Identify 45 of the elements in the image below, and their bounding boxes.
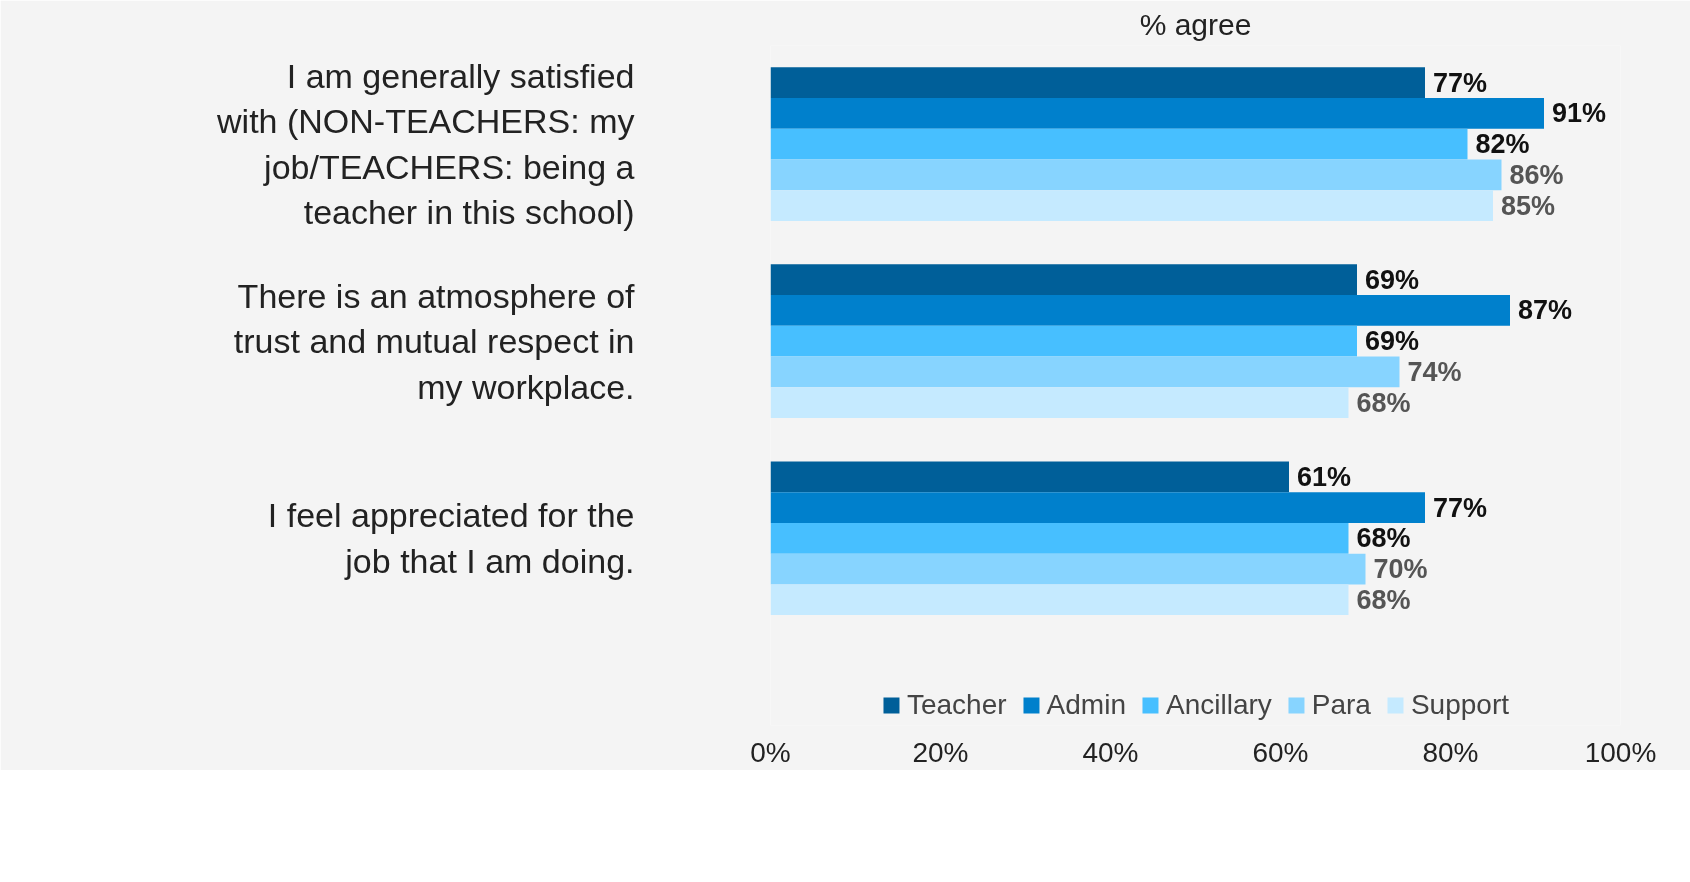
x-tick-label: 60% (1252, 736, 1309, 768)
bar (770, 67, 1425, 98)
bar (770, 461, 1289, 493)
bar (770, 128, 1468, 160)
data-label: 82% (1475, 129, 1530, 160)
data-label: 74% (1407, 356, 1462, 387)
bar (770, 522, 1349, 554)
data-label: 91% (1552, 98, 1607, 129)
data-label: 85% (1501, 190, 1556, 221)
data-label: 61% (1297, 461, 1352, 492)
data-label: 69% (1365, 264, 1420, 295)
data-label: 70% (1373, 554, 1428, 584)
bar (770, 584, 1349, 616)
legend-label: Support (1410, 689, 1510, 721)
chart-title: % agree (1139, 7, 1252, 41)
y-tick-label: There is an atmosphere of trust and mutual respect in my workplace. (233, 276, 636, 406)
data-label: 77% (1433, 492, 1488, 523)
bar (770, 492, 1425, 523)
data-label: 86% (1509, 159, 1564, 190)
bar (770, 264, 1357, 296)
data-label: 68% (1356, 584, 1411, 615)
data-label: 77% (1433, 67, 1488, 98)
data-label: 87% (1518, 295, 1573, 326)
bar (770, 97, 1544, 129)
bar (770, 325, 1357, 357)
x-tick-label: 0% (750, 736, 791, 768)
legend-label: Admin (1046, 689, 1126, 721)
data-label: 68% (1356, 523, 1411, 554)
legend-label: Ancillary (1165, 689, 1272, 721)
legend-label: Teacher (906, 689, 1007, 721)
data-label: 69% (1365, 326, 1420, 357)
legend-label: Para (1311, 689, 1371, 721)
data-label: 68% (1356, 387, 1411, 418)
bar (770, 190, 1493, 221)
bar (770, 159, 1502, 191)
y-tick-label: I feel appreciated for the job that I am doing. (267, 496, 635, 581)
x-tick-label: 20% (912, 736, 969, 768)
bar (770, 356, 1400, 388)
x-tick-label: 40% (1082, 736, 1139, 768)
x-tick-label: 100% (1584, 736, 1657, 768)
bar (770, 553, 1366, 585)
bar (770, 387, 1349, 419)
y-tick-label: I am generally satisfied with (NON-TEACHERS: my job/TEACHERS: being a teacher in this school) (216, 56, 635, 232)
bar (770, 295, 1510, 326)
x-tick-label: 80% (1422, 736, 1479, 768)
